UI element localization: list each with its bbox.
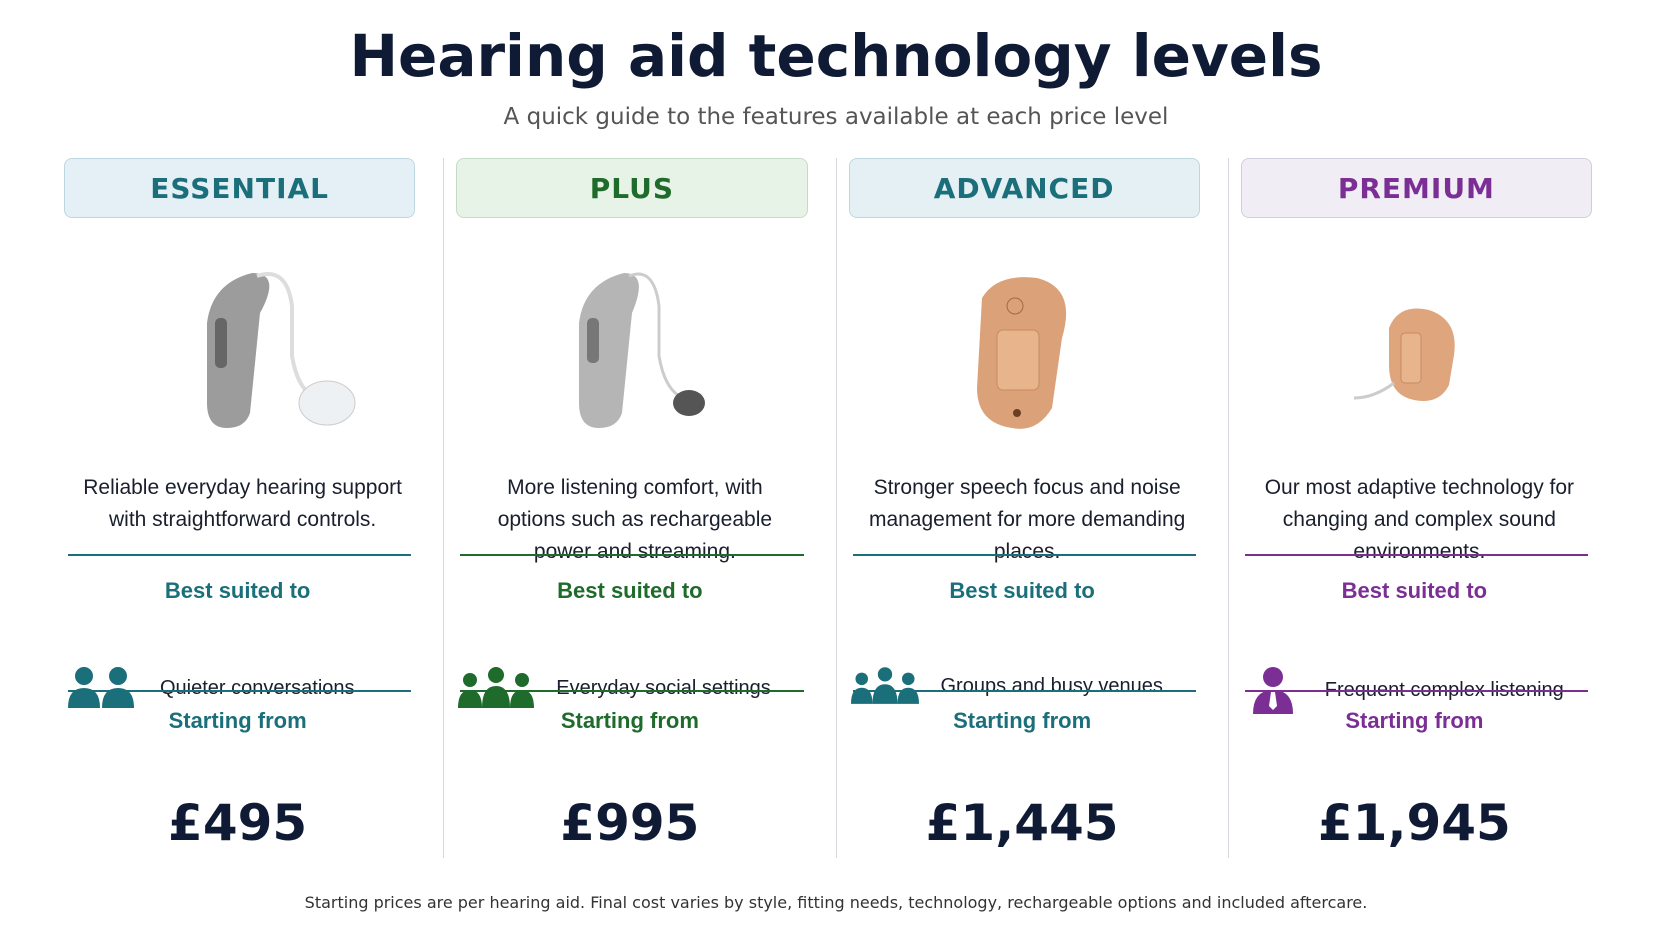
separator — [1244, 554, 1588, 556]
person-icon — [1252, 667, 1293, 714]
subtitle: A quick guide to the features available … — [503, 104, 1169, 130]
description: Reliable everyday hearing support with s… — [83, 476, 402, 531]
separator — [68, 690, 412, 692]
suited-to: Quieter conversations — [160, 676, 355, 699]
tier-name: ADVANCED — [848, 158, 1200, 218]
tier: ESSENTIAL Reliable everyday hearing supp… — [52, 158, 443, 858]
product-image — [976, 277, 1066, 429]
suited-label: Best suited to — [949, 578, 1095, 603]
suited-row: Everyday social settings — [458, 666, 815, 710]
suited-to: Frequent complex listening — [1324, 678, 1564, 701]
product-image — [207, 272, 356, 428]
suited-to: Everyday social settings — [556, 676, 771, 699]
tier-name: PREMIUM — [1240, 158, 1592, 218]
price-label: Starting from — [168, 708, 307, 733]
separator — [460, 690, 804, 692]
separator — [852, 690, 1196, 692]
price-label: Starting from — [953, 708, 1092, 733]
title: Hearing aid technology levels — [349, 22, 1323, 90]
tier: PLUS More listening comfort, with option… — [443, 158, 835, 858]
people-icon — [458, 667, 535, 708]
people-icon — [850, 667, 919, 704]
suited-label: Best suited to — [1341, 578, 1488, 603]
tier: ADVANCED Stronger speech focus and noise… — [835, 158, 1228, 858]
suited-label: Best suited to — [164, 578, 311, 603]
separator — [68, 554, 412, 556]
description: Stronger speech focus and noise manageme… — [868, 476, 1186, 563]
price: £1,945 — [1317, 794, 1511, 852]
description: More listening comfort, with options suc… — [497, 476, 773, 563]
suited-row: Groups and busy venues — [850, 666, 1208, 706]
suited-row: Frequent complex listening — [1243, 666, 1600, 714]
tier-name: PLUS — [456, 158, 808, 218]
suited-label: Best suited to — [557, 578, 703, 603]
people-icon — [68, 667, 134, 708]
price: £495 — [168, 794, 308, 852]
description: Our most adaptive technology for changin… — [1264, 476, 1575, 563]
separator — [852, 554, 1196, 556]
product-image — [1353, 308, 1455, 401]
price-label: Starting from — [560, 708, 699, 733]
price-label: Starting from — [1345, 708, 1484, 733]
tier: PREMIUM Our most adaptive technology for… — [1227, 158, 1620, 858]
product-image — [579, 272, 706, 428]
price: £995 — [560, 794, 700, 852]
separator — [1244, 690, 1588, 692]
suited-row: Quieter conversations — [66, 666, 423, 710]
price: £1,445 — [925, 794, 1119, 852]
tiers: ESSENTIAL Reliable everyday hearing supp… — [52, 158, 1620, 858]
footnote: Starting prices are per hearing aid. Fin… — [304, 893, 1368, 912]
suited-to: Groups and busy venues — [940, 674, 1163, 697]
tier-name: ESSENTIAL — [64, 158, 416, 218]
separator — [460, 554, 804, 556]
